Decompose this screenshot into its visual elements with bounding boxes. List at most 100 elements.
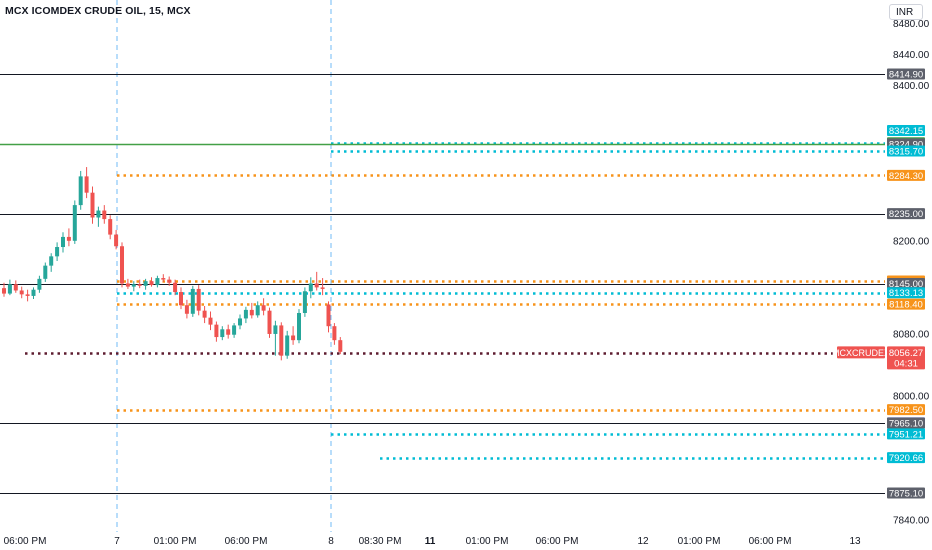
level-price-box — [887, 287, 925, 299]
candle-body — [108, 219, 113, 235]
level-price-label: 7920.66 — [889, 453, 923, 464]
candle-body — [61, 236, 65, 248]
candle-body — [72, 205, 77, 241]
level-price-label: 8118.40 — [889, 300, 923, 311]
candle-body — [7, 284, 12, 294]
symbol-tag-label: MCXCRUDEX — [832, 348, 890, 358]
time-tick-label: 7 — [114, 536, 120, 547]
level-price-label: 8145.00 — [889, 279, 923, 290]
time-tick-label: 06:00 PM — [536, 536, 579, 547]
time-tick-label: 8 — [328, 536, 334, 547]
candle-body — [149, 281, 154, 286]
time-tick-label: 01:00 PM — [466, 536, 509, 547]
candle-body — [161, 278, 166, 280]
time-tick-label: 06:00 PM — [225, 536, 268, 547]
candle-body — [291, 335, 296, 341]
time-tick-label: 01:00 PM — [678, 536, 721, 547]
level-price-label: 7982.50 — [889, 405, 923, 416]
level-price-box — [887, 452, 925, 464]
level-price-box — [887, 298, 925, 310]
candle-body — [255, 305, 260, 316]
candle-body — [308, 283, 313, 292]
symbol-tag-box — [837, 346, 885, 359]
time-tick-label: 12 — [637, 536, 649, 547]
level-price-box — [887, 278, 925, 289]
last-price-label: 8056.27 — [889, 348, 923, 359]
candle-body — [226, 329, 231, 335]
candle-body — [208, 317, 213, 325]
price-tick-label: 8400.00 — [893, 81, 930, 92]
price-tick-label: 8440.00 — [893, 50, 930, 61]
candle-body — [120, 246, 124, 284]
candle-body — [249, 309, 254, 316]
candle-body — [297, 312, 301, 341]
level-price-label: 8235.00 — [889, 209, 923, 220]
candle-body — [214, 324, 219, 338]
candle-body — [19, 290, 24, 295]
level-price-box — [887, 417, 925, 429]
candle-body — [37, 278, 42, 290]
candle-body — [167, 279, 172, 283]
price-tick-label: 7840.00 — [893, 516, 930, 527]
level-price-label: 8133.13 — [889, 288, 923, 299]
candle-body — [232, 325, 237, 335]
level-price-box — [887, 487, 925, 499]
candle-body — [84, 176, 89, 193]
candle-body — [43, 265, 48, 279]
price-tick-label: 8080.00 — [893, 329, 930, 340]
candle-body — [179, 292, 183, 306]
price-tick-label: 8480.00 — [893, 19, 930, 30]
candle-body — [273, 325, 278, 334]
candle-body — [2, 288, 6, 294]
price-tick-label: 8000.00 — [893, 392, 930, 403]
time-tick-label: 11 — [425, 536, 436, 547]
candle-body — [202, 310, 207, 318]
level-price-label: 8414.90 — [889, 70, 923, 81]
time-tick-label: 06:00 PM — [4, 536, 47, 547]
level-price-box — [887, 169, 925, 181]
level-price-label: 8284.30 — [889, 171, 923, 182]
level-price-label: 7965.10 — [889, 419, 923, 430]
candle-body — [267, 310, 272, 334]
candle-body — [184, 305, 189, 314]
candle-body — [66, 236, 71, 241]
time-tick-label: 06:00 PM — [749, 536, 792, 547]
currency-selector[interactable]: INR — [889, 4, 923, 20]
candle-body — [243, 309, 248, 319]
time-tick-label: 08:30 PM — [359, 536, 402, 547]
level-price-label: 8342.15 — [889, 126, 923, 137]
level-price-label: 7951.21 — [889, 429, 923, 440]
candle-body — [55, 247, 60, 257]
candle-body — [114, 234, 119, 247]
candle-body — [332, 326, 337, 341]
level-price-box — [887, 124, 925, 136]
level-price-box — [887, 208, 925, 220]
candle-body — [338, 340, 343, 352]
time-tick-label: 13 — [849, 536, 861, 547]
candle-body — [302, 291, 307, 313]
candle-body — [102, 210, 107, 220]
level-price-box — [887, 68, 925, 80]
candle-body — [25, 294, 30, 296]
candle-body — [131, 284, 136, 287]
level-price-label: 8324.90 — [889, 139, 923, 150]
countdown-label: 04:31 — [894, 358, 918, 369]
candle-body — [279, 325, 284, 356]
candle-body — [143, 281, 148, 286]
price-tick-label: 8200.00 — [893, 236, 930, 247]
candle-body — [90, 192, 95, 218]
candle-body — [137, 284, 142, 286]
level-price-label: 8315.70 — [889, 147, 923, 158]
candle-body — [190, 288, 195, 314]
candle-body — [261, 305, 266, 311]
candle-body — [238, 318, 242, 326]
last-price-box — [887, 346, 925, 370]
candle-body — [155, 278, 160, 286]
candle-body — [96, 210, 101, 218]
time-tick-label: 01:00 PM — [154, 536, 197, 547]
candle-body — [49, 256, 54, 266]
candle-body — [196, 288, 201, 311]
candle-body — [220, 329, 225, 338]
